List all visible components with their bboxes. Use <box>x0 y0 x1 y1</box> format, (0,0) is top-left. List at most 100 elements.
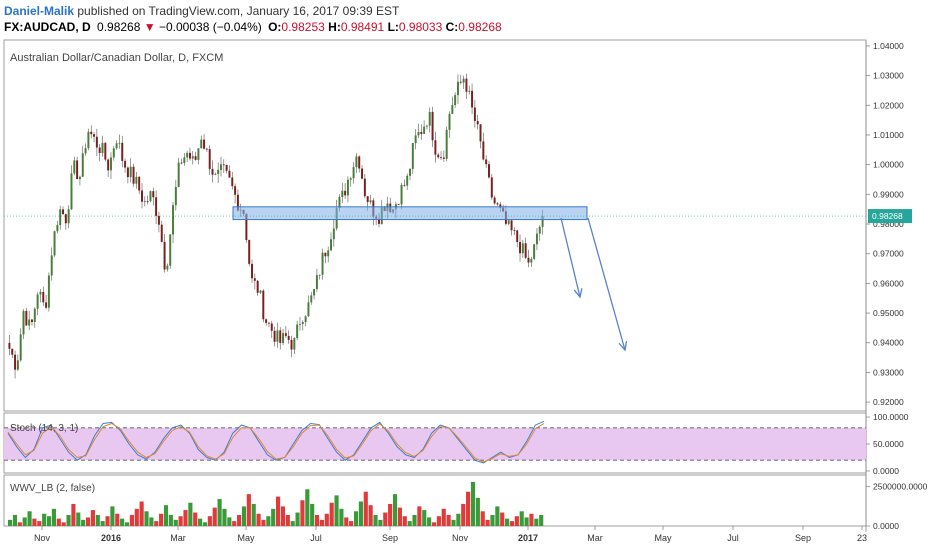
volume-bar <box>168 514 173 526</box>
candle <box>53 231 56 256</box>
candle <box>276 330 279 342</box>
volume-bar <box>349 521 354 526</box>
candle <box>296 324 299 339</box>
volume-bar <box>134 508 139 526</box>
candle <box>143 200 146 202</box>
pane-frame <box>3 39 867 412</box>
volume-bar <box>71 503 76 526</box>
volume-bar <box>237 514 242 526</box>
volume-bar <box>8 519 13 526</box>
volume-bar <box>392 494 398 526</box>
volume-tick-label: 0.0000 <box>873 521 899 531</box>
candle <box>437 154 440 158</box>
candle <box>499 204 502 208</box>
volume-bar <box>37 521 42 526</box>
volume-bar <box>61 522 66 526</box>
candle <box>78 176 81 180</box>
candle <box>70 173 73 210</box>
candle <box>50 255 53 276</box>
candle <box>358 156 361 169</box>
volume-bar <box>90 510 95 526</box>
candle <box>220 164 222 170</box>
candle <box>107 159 110 171</box>
candle <box>81 153 84 177</box>
candle <box>482 141 485 160</box>
volume-bar <box>412 514 417 526</box>
volume-bar <box>417 506 422 526</box>
volume-bar <box>456 513 461 526</box>
candle <box>327 250 330 257</box>
candle <box>259 290 262 293</box>
volume-bar <box>154 521 159 526</box>
volume-bar <box>183 510 188 526</box>
candle <box>112 148 115 158</box>
candle <box>527 257 530 263</box>
candle <box>414 135 417 144</box>
candle <box>496 203 499 205</box>
projection-arrow[interactable] <box>560 217 581 298</box>
candle <box>160 224 163 242</box>
volume-bar <box>539 514 544 526</box>
symbol-label[interactable]: FX:AUDCAD, D <box>4 20 91 34</box>
volume-bar <box>105 516 110 526</box>
candle <box>521 243 524 254</box>
volume-bar <box>256 513 261 526</box>
candle <box>541 216 544 227</box>
candle <box>149 191 152 202</box>
time-tick-label: Mar <box>587 533 603 543</box>
author-link[interactable]: Daniel-Malik <box>4 4 75 18</box>
last-price-badge <box>868 209 912 224</box>
volume-bar <box>207 516 212 526</box>
candle <box>448 113 451 130</box>
arrow-head <box>618 341 628 352</box>
projection-arrow[interactable] <box>587 217 626 351</box>
publish-line: Daniel-Malik published on TradingView.co… <box>4 4 399 18</box>
volume-bar <box>120 518 125 526</box>
open-label: O: <box>268 20 282 34</box>
volume-bar <box>495 506 500 526</box>
candle <box>121 142 124 161</box>
candle <box>208 149 211 169</box>
candle <box>307 302 310 317</box>
candle <box>516 230 519 243</box>
candle <box>425 125 428 127</box>
candle <box>256 280 259 293</box>
resistance-zone[interactable] <box>232 206 588 221</box>
volume-bar <box>470 481 476 526</box>
candle <box>234 186 237 195</box>
candle <box>90 131 93 135</box>
volume-bar <box>519 511 524 526</box>
time-tick-label: Mar <box>170 533 186 543</box>
candle <box>228 170 231 178</box>
candle <box>282 333 285 343</box>
candle <box>369 200 372 203</box>
volume-bar <box>368 505 373 526</box>
low-value: 0.98033 <box>398 20 443 34</box>
candle <box>211 168 214 175</box>
candle <box>301 322 304 324</box>
candle <box>538 226 541 234</box>
time-tick-label: Sep <box>795 533 811 543</box>
candle <box>28 319 31 326</box>
candle <box>87 131 90 149</box>
candle <box>451 105 454 114</box>
change-arrow-icon: ▼ <box>143 20 156 34</box>
candle <box>366 196 369 203</box>
candle <box>479 124 482 142</box>
candle <box>59 209 62 226</box>
volume-bar <box>466 491 471 526</box>
volume-bar <box>339 508 344 526</box>
candle <box>73 160 76 174</box>
candle <box>109 157 112 171</box>
candle <box>64 214 67 224</box>
volume-bar <box>446 514 451 526</box>
volume-bar <box>436 516 441 526</box>
candle <box>152 191 155 198</box>
candle <box>11 348 14 355</box>
candle <box>459 81 462 83</box>
volume-bar <box>397 507 402 526</box>
candle <box>363 178 366 197</box>
candle <box>200 139 203 149</box>
candle <box>361 168 364 179</box>
